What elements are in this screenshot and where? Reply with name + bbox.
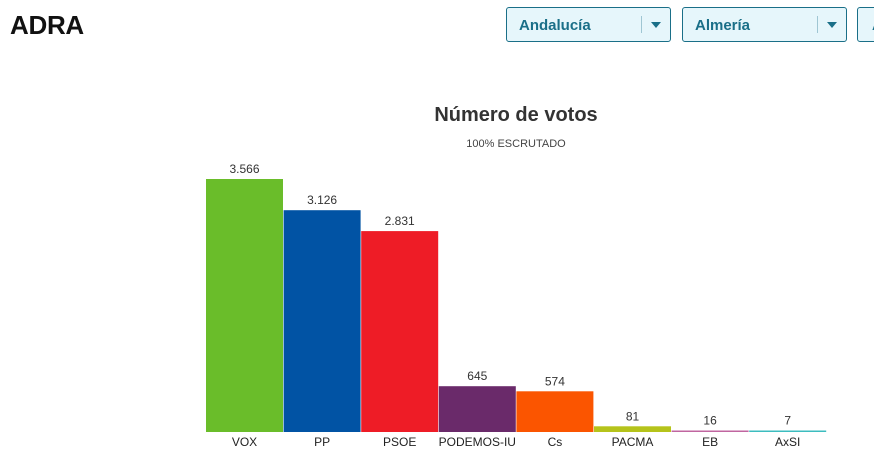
data-label: 574	[545, 374, 565, 388]
data-label: 7	[784, 414, 791, 428]
bar-podemos-iu	[438, 386, 516, 432]
data-label: 645	[467, 369, 487, 383]
data-label: 3.126	[307, 193, 337, 207]
province-select-value: Almería	[695, 17, 751, 34]
category-label: AxSI	[775, 435, 800, 449]
bar-pp	[283, 210, 361, 432]
data-label: 3.566	[229, 162, 259, 176]
category-label: PSOE	[383, 435, 416, 449]
category-label: EB	[702, 435, 718, 449]
chevron-down-icon	[651, 22, 661, 28]
bar-cs	[516, 391, 594, 432]
municipality-select-value: A	[872, 17, 874, 34]
select-divider	[817, 16, 818, 33]
chart-title: Número de votos	[434, 104, 597, 126]
page-title: ADRA	[10, 10, 84, 40]
category-label: PODEMOS-IU	[439, 435, 516, 449]
select-divider	[641, 16, 642, 33]
province-select[interactable]: Almería	[682, 7, 847, 42]
category-label: PP	[314, 435, 330, 449]
bar-vox	[206, 179, 283, 432]
category-label: PACMA	[612, 435, 654, 449]
data-label: 81	[626, 409, 640, 423]
chart-subtitle: 100% ESCRUTADO	[466, 138, 566, 150]
chevron-down-icon	[827, 22, 837, 28]
bar-psoe	[361, 231, 439, 432]
data-label: 2.831	[385, 214, 415, 228]
bars-group: 3.566 VOX 3.126 PP 2.831 PSOE 645 PODEMOS-IU 574…	[206, 162, 827, 449]
category-label: Cs	[548, 435, 563, 449]
category-label: VOX	[232, 435, 257, 449]
bar-pacma	[594, 426, 671, 432]
region-select[interactable]: Andalucía	[506, 7, 671, 42]
bar-eb	[671, 430, 749, 432]
region-select-value: Andalucía	[519, 17, 591, 34]
data-label: 16	[703, 414, 717, 428]
municipality-select[interactable]: A	[857, 7, 874, 42]
bar-axsi	[749, 430, 827, 432]
